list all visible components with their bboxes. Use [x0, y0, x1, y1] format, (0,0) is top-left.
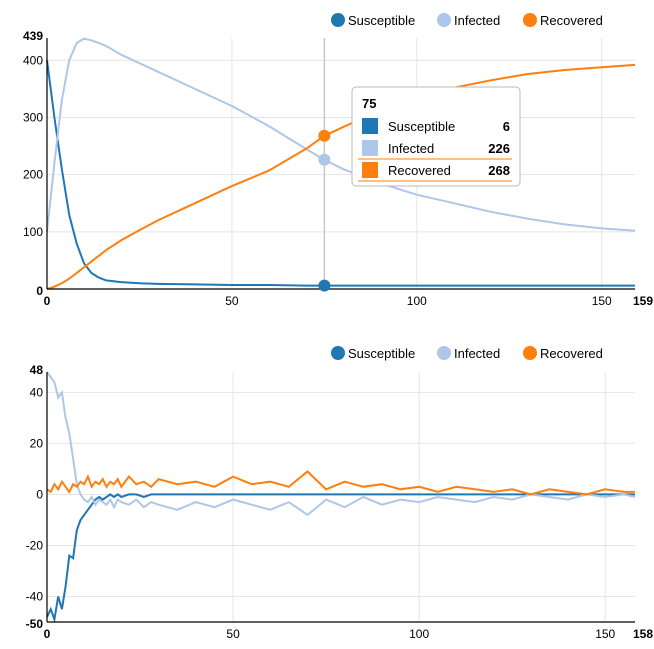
x-tick-label-50: 50	[226, 627, 240, 641]
x-tick-label-150: 150	[592, 294, 612, 308]
chart-top: Susceptible Infected Recovered 0 50 100 150 159…	[23, 13, 653, 308]
series-line-infected	[46, 371, 636, 517]
legend: Susceptible Infected Recovered	[331, 346, 603, 361]
tooltip-box	[351, 86, 521, 187]
y-tick-label--40: -40	[26, 589, 44, 603]
tooltip-label-infected: Infected	[388, 141, 434, 156]
legend-susceptible-dot	[331, 13, 345, 27]
chart-bottom: Susceptible Infected Recovered 0 50 100 150 158…	[26, 346, 653, 641]
legend-infected-dot	[437, 346, 451, 360]
legend-susceptible-label: Susceptible	[348, 13, 415, 28]
tooltip-value-infected: 226	[488, 141, 510, 156]
tooltip-swatch-recovered	[362, 162, 378, 178]
series-line-susceptible	[46, 60, 635, 287]
tooltip-x-value: 75	[362, 96, 376, 111]
legend-recovered-dot	[523, 346, 537, 360]
tooltip: 75 Susceptible 6 Infected 226 Recovered 268	[351, 86, 521, 187]
y-tick-label-0: 0	[36, 487, 43, 501]
tooltip-value-recovered: 268	[488, 163, 510, 178]
y-tick-label-20: 20	[30, 436, 44, 450]
x-tick-label-150: 150	[595, 627, 615, 641]
grid	[47, 38, 635, 289]
x-tick-label-50: 50	[225, 294, 239, 308]
tooltip-label-susceptible: Susceptible	[388, 119, 455, 134]
series-line-infected	[46, 37, 636, 232]
x-tick-label-100: 100	[409, 627, 429, 641]
legend-recovered-label: Recovered	[540, 13, 603, 28]
x-tick-label-0: 0	[44, 294, 51, 308]
tooltip-label-recovered: Recovered	[388, 163, 451, 178]
x-tick-label-158: 158	[633, 627, 653, 641]
y-tick-label-400: 400	[23, 53, 43, 67]
hover-marker-susceptible	[318, 279, 331, 292]
legend-infected-label: Infected	[454, 13, 500, 28]
tooltip-value-susceptible: 6	[503, 119, 510, 134]
y-tick-label-200: 200	[23, 168, 43, 182]
hover-marker-recovered	[318, 129, 331, 142]
y-tick-label-439: 439	[23, 29, 43, 43]
tooltip-swatch-infected	[362, 140, 378, 156]
series-line-recovered	[46, 470, 635, 496]
legend-recovered-dot	[523, 13, 537, 27]
y-tick-label-300: 300	[23, 110, 43, 124]
y-tick-label-100: 100	[23, 225, 43, 239]
y-tick-label--20: -20	[26, 538, 44, 552]
series-line-susceptible	[46, 493, 635, 624]
y-tick-label--50: -50	[26, 617, 44, 631]
legend-infected-dot	[437, 13, 451, 27]
x-tick-label-0: 0	[44, 627, 51, 641]
tooltip-swatch-susceptible	[362, 118, 378, 134]
y-tick-label-0: 0	[36, 284, 43, 298]
x-tick-label-100: 100	[407, 294, 427, 308]
legend-susceptible-dot	[331, 346, 345, 360]
y-tick-label-48: 48	[30, 363, 44, 377]
hover-marker-infected	[318, 153, 331, 166]
x-tick-label-159: 159	[633, 294, 653, 308]
legend-infected-label: Infected	[454, 346, 500, 361]
legend-recovered-label: Recovered	[540, 346, 603, 361]
series-line-recovered	[46, 63, 636, 290]
y-tick-label-40: 40	[30, 385, 44, 399]
legend: Susceptible Infected Recovered	[331, 13, 603, 28]
legend-susceptible-label: Susceptible	[348, 346, 415, 361]
